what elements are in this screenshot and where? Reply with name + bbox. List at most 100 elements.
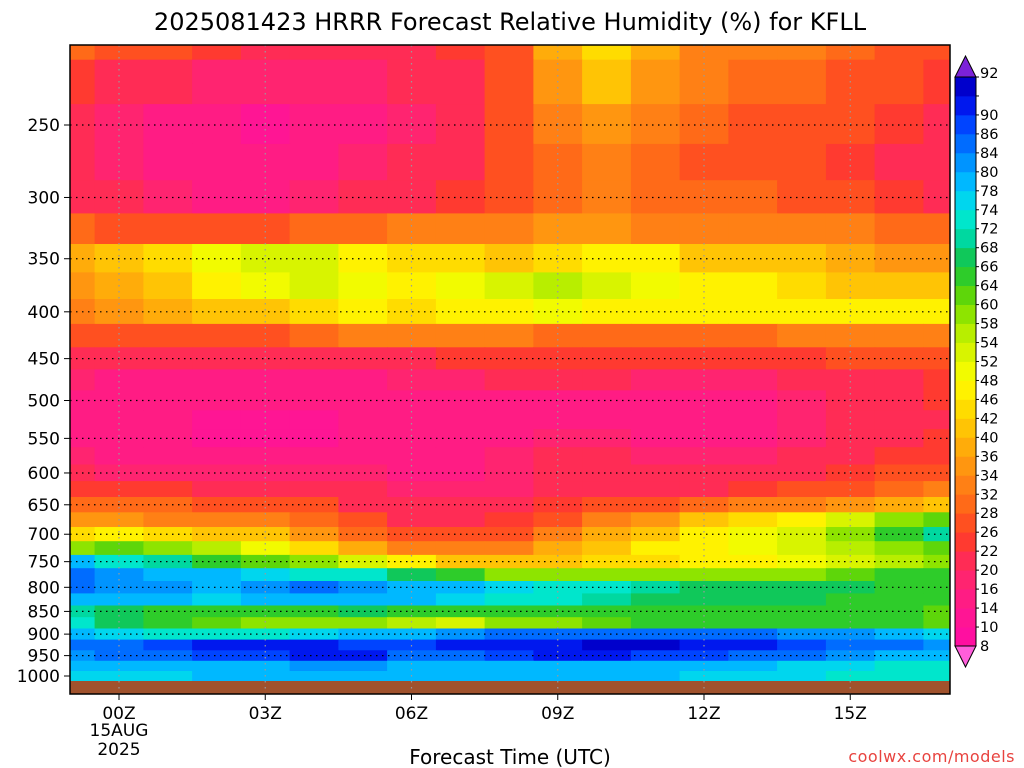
rh-cell — [582, 244, 632, 273]
rh-cell — [923, 180, 950, 214]
rh-cell — [387, 447, 437, 466]
rh-cell — [923, 59, 950, 105]
rh-cell — [143, 605, 193, 618]
rh-cell — [630, 410, 681, 430]
rh-cell — [70, 481, 96, 498]
rh-cell — [70, 323, 96, 348]
rh-cell — [582, 180, 632, 214]
rh-cell — [582, 464, 632, 482]
rh-cell — [70, 660, 96, 672]
rh-cell — [143, 639, 193, 651]
rh-cell — [679, 244, 729, 273]
rh-cell — [923, 481, 950, 498]
rh-cell — [289, 568, 339, 582]
rh-cell — [679, 299, 729, 325]
rh-cell — [484, 45, 534, 61]
rh-cell — [533, 581, 583, 594]
rh-cell — [94, 593, 144, 606]
rh-cell — [338, 639, 388, 651]
rh-cell — [679, 45, 729, 61]
rh-cell — [582, 650, 632, 662]
rh-cell — [825, 447, 876, 466]
rh-cell — [825, 369, 876, 391]
rh-cell — [387, 581, 437, 594]
rh-cell — [192, 541, 242, 556]
rh-cell — [533, 527, 583, 542]
rh-cell — [143, 512, 193, 528]
y-tick-label: 500 — [28, 392, 60, 412]
rh-cell — [143, 593, 193, 606]
rh-cell — [874, 512, 924, 528]
rh-cell — [338, 541, 388, 556]
rh-cell — [874, 59, 924, 105]
rh-cell — [435, 323, 486, 348]
rh-cell — [338, 481, 388, 498]
rh-cell — [143, 464, 193, 482]
x-tick-label: 12Z — [687, 704, 720, 724]
rh-cell — [874, 213, 924, 245]
rh-cell — [874, 323, 924, 348]
rh-cell — [289, 660, 339, 672]
rh-cell — [143, 45, 193, 61]
rh-cell — [192, 429, 242, 448]
rh-cell — [192, 671, 242, 682]
rh-cell — [874, 639, 924, 651]
rh-cell — [728, 464, 778, 482]
rh-cell — [143, 429, 193, 448]
rh-cell — [338, 143, 388, 181]
rh-cell — [70, 512, 96, 528]
rh-cell — [630, 45, 681, 61]
rh-cell — [679, 390, 729, 411]
colorbar-swatch — [955, 342, 976, 362]
rh-cell — [192, 390, 242, 411]
colorbar-label: 46 — [980, 392, 998, 408]
rh-cell — [387, 347, 437, 370]
rh-cell — [582, 617, 632, 630]
rh-cell — [289, 299, 339, 325]
colorbar-label: 80 — [980, 165, 998, 181]
rh-cell — [143, 554, 193, 569]
rh-cell — [777, 213, 827, 245]
rh-cell — [338, 272, 388, 300]
rh-cell — [630, 323, 681, 348]
colorbar-label: 68 — [980, 241, 998, 257]
rh-cell — [387, 369, 437, 391]
colorbar-label: 58 — [980, 317, 998, 333]
rh-cell — [484, 447, 534, 466]
rh-cell — [484, 104, 534, 145]
rh-cell — [70, 59, 96, 105]
rh-cell — [289, 639, 339, 651]
colorbar-label: 14 — [980, 601, 998, 617]
rh-cell — [143, 527, 193, 542]
rh-cell — [484, 593, 534, 606]
rh-cell — [387, 593, 437, 606]
rh-cell — [582, 554, 632, 569]
rh-cell — [387, 617, 437, 630]
rh-cell — [289, 464, 339, 482]
rh-cell — [630, 671, 681, 682]
rh-cell — [874, 410, 924, 430]
rh-cell — [777, 481, 827, 498]
rh-cell — [582, 497, 632, 513]
rh-cell — [289, 527, 339, 542]
rh-cell — [387, 464, 437, 482]
rh-cell — [533, 650, 583, 662]
rh-cell — [143, 390, 193, 411]
rh-cell — [289, 554, 339, 569]
rh-cell — [582, 369, 632, 391]
rh-cell — [679, 143, 729, 181]
rh-cell — [582, 628, 632, 641]
rh-cell — [484, 143, 534, 181]
rh-cell — [923, 464, 950, 482]
rh-cell — [728, 323, 778, 348]
rh-cell — [70, 593, 96, 606]
rh-cell — [240, 369, 291, 391]
rh-cell — [484, 213, 534, 245]
rh-cell — [728, 481, 778, 498]
rh-cell — [338, 671, 388, 682]
rh-cell — [387, 390, 437, 411]
rh-cell — [923, 299, 950, 325]
rh-cell — [630, 464, 681, 482]
rh-cell — [533, 660, 583, 672]
rh-cell — [240, 650, 291, 662]
